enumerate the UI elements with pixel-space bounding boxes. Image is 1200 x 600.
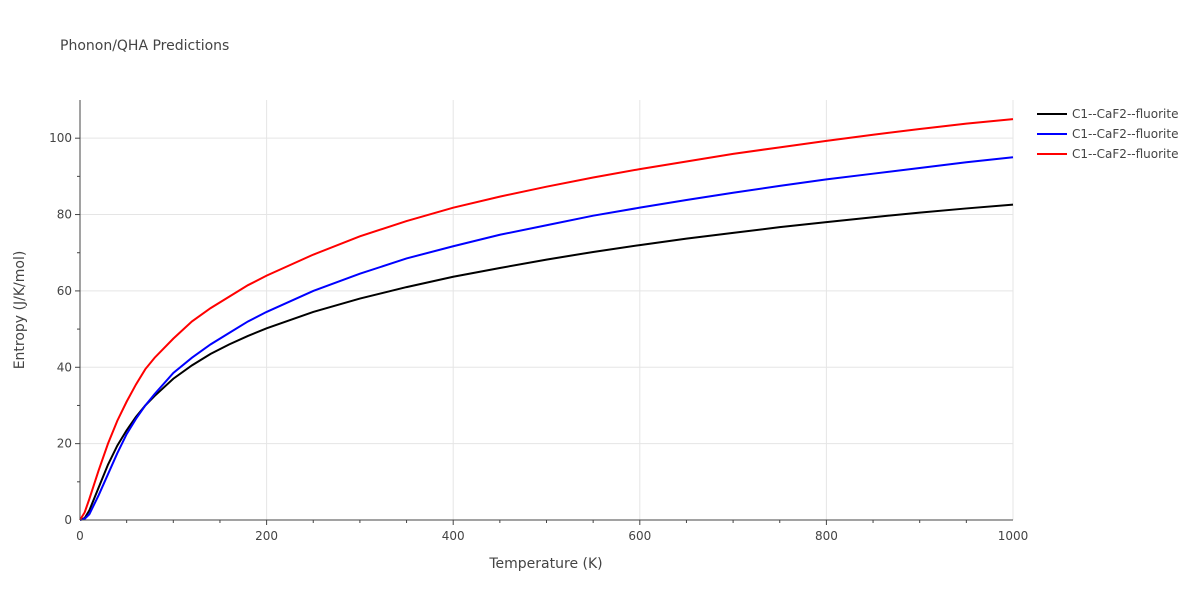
y-tick-label: 40 (57, 360, 72, 374)
x-tick-label: 600 (628, 529, 651, 543)
y-tick-label: 100 (49, 131, 72, 145)
x-tick-label: 200 (255, 529, 278, 543)
legend-item-3[interactable]: C1--CaF2--fluorite (1037, 147, 1178, 161)
y-tick-label: 80 (57, 208, 72, 222)
x-tick-label: 800 (815, 529, 838, 543)
legend-item-2[interactable]: C1--CaF2--fluorite (1037, 127, 1178, 141)
legend-label: C1--CaF2--fluorite (1072, 107, 1178, 121)
legend-item-1[interactable]: C1--CaF2--fluorite (1037, 107, 1178, 121)
legend-label: C1--CaF2--fluorite (1072, 127, 1178, 141)
series-layer (79, 118, 1014, 521)
axes: 0 200 400 600 800 1000 0 20 40 60 80 100 (49, 100, 1028, 543)
x-tick-label: 400 (442, 529, 465, 543)
x-axis-title: Temperature (K) (488, 556, 602, 572)
y-tick-label: 20 (57, 437, 72, 451)
legend-label: C1--CaF2--fluorite (1072, 147, 1178, 161)
series-line-1 (79, 203, 1014, 521)
chart-title: Phonon/QHA Predictions (60, 38, 229, 54)
legend: C1--CaF2--fluorite C1--CaF2--fluorite C1--… (1037, 107, 1178, 161)
y-axis-title: Entropy (J/K/mol) (12, 251, 28, 370)
series-line-3 (79, 118, 1014, 521)
y-tick-label: 0 (64, 513, 72, 527)
grid-lines (80, 100, 1014, 520)
series-line-2 (79, 156, 1014, 521)
y-tick-label: 60 (57, 284, 72, 298)
x-tick-label: 1000 (998, 529, 1029, 543)
x-tick-label: 0 (76, 529, 84, 543)
